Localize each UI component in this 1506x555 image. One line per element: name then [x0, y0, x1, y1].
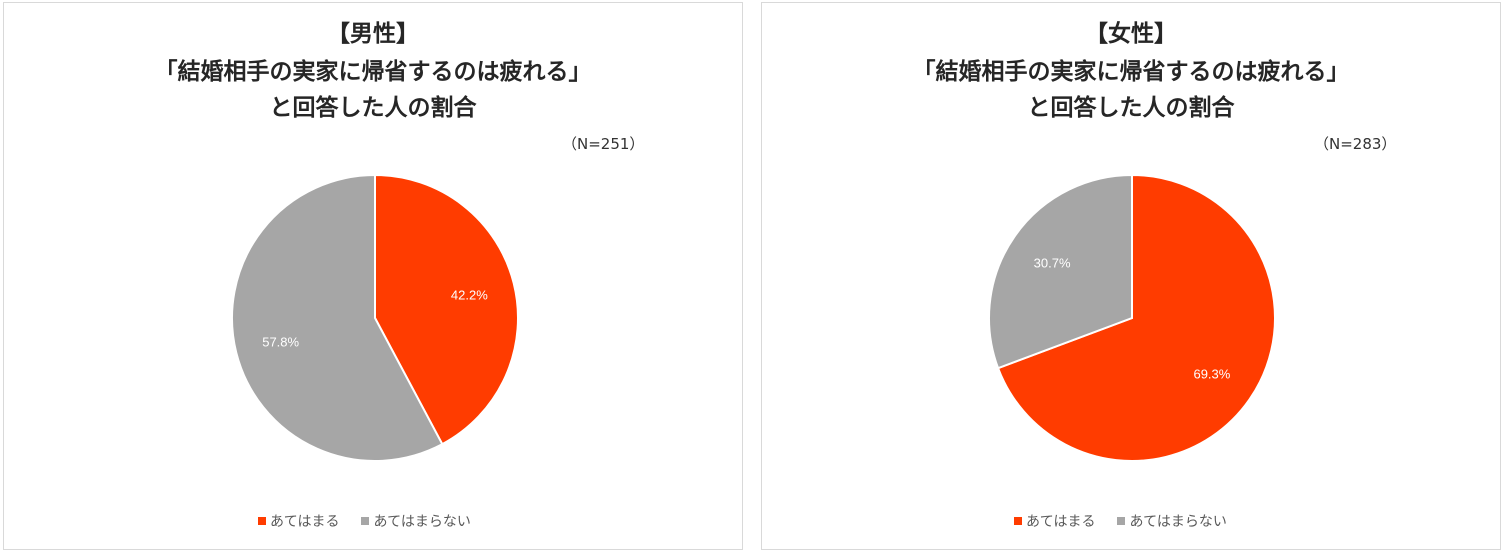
chart-panel-female: 【女性】 「結婚相手の実家に帰省するのは疲れる」 と回答した人の割合 （N=28…: [761, 2, 1501, 550]
pie-slice: [996, 173, 1276, 462]
legend-swatch-icon: [258, 517, 266, 525]
data-label: 42.2%: [451, 287, 488, 302]
legend-label: あてはまらない: [373, 514, 471, 530]
legend-item: あてはまらない: [1117, 511, 1227, 531]
legend-item: あてはまる: [1014, 511, 1095, 531]
chart-title-line2: 「結婚相手の実家に帰省するのは疲れる」: [154, 59, 592, 85]
pie-chart: 69.3% 30.7%: [988, 173, 1276, 462]
chart-panel-male: 【男性】 「結婚相手の実家に帰省するのは疲れる」 と回答した人の割合 （N=25…: [3, 2, 743, 550]
legend-swatch-icon: [1117, 517, 1126, 525]
pie-slice: [988, 173, 1133, 370]
sample-size-label: （N=283）: [1314, 135, 1397, 153]
legend-label: あてはまる: [270, 514, 340, 530]
chart-title-line3: と回答した人の割合: [269, 95, 477, 121]
sample-size-label: （N=251）: [562, 135, 645, 153]
legend: あてはまる あてはまらない: [1014, 511, 1227, 531]
legend-label: あてはまらない: [1129, 514, 1227, 530]
data-label: 57.8%: [262, 335, 299, 350]
legend: あてはまる あてはまらない: [258, 511, 471, 531]
legend-swatch-icon: [1014, 517, 1022, 525]
pie-slice: [231, 173, 444, 462]
data-label: 30.7%: [1034, 256, 1071, 271]
chart-title-line3: と回答した人の割合: [1027, 95, 1235, 121]
data-label: 69.3%: [1193, 366, 1230, 381]
chart-title-line2: 「結婚相手の実家に帰省するのは疲れる」: [912, 59, 1350, 85]
pie-chart: 42.2% 57.8%: [231, 173, 519, 462]
pie-slice: [374, 173, 519, 446]
legend-item: あてはまらない: [361, 511, 471, 531]
chart-title-line1: 【女性】: [1085, 21, 1177, 47]
legend-item: あてはまる: [258, 511, 339, 531]
legend-swatch-icon: [361, 517, 370, 525]
legend-label: あてはまる: [1026, 514, 1096, 530]
chart-title-line1: 【男性】: [327, 21, 419, 47]
